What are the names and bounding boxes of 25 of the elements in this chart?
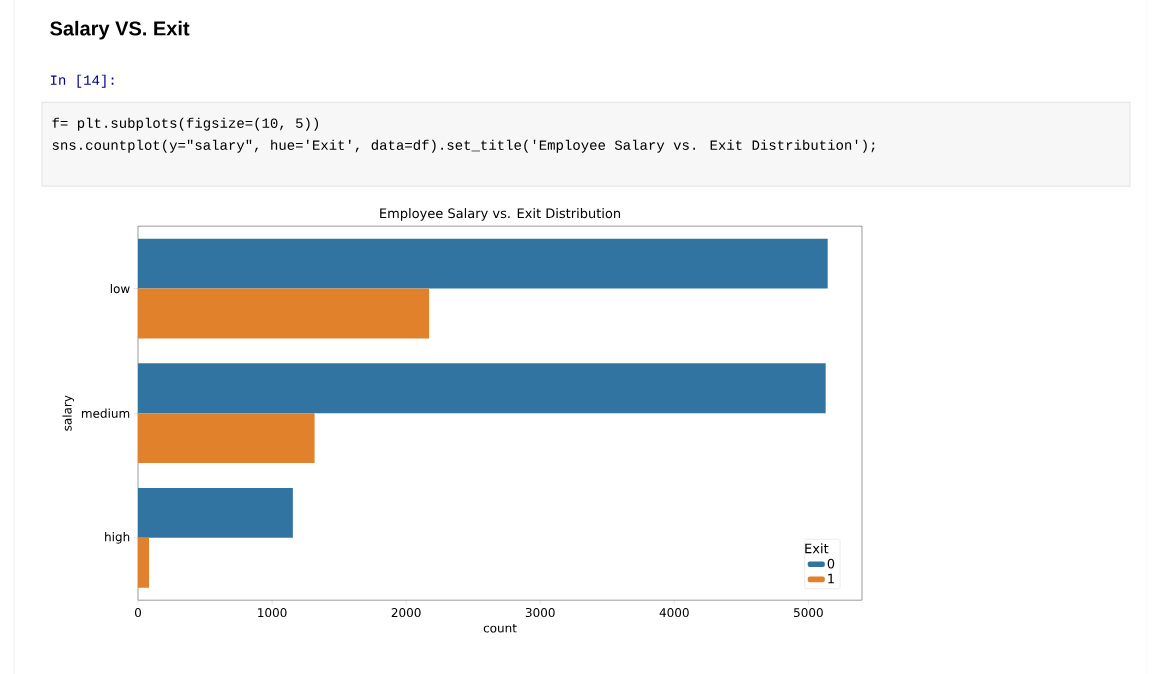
bar	[138, 363, 826, 414]
x-axis-title: count	[483, 623, 517, 633]
y-tick-label: low	[110, 283, 130, 293]
text: f= plt.subplots(figsize=(10, 5))	[52, 117, 318, 131]
bar	[138, 487, 293, 538]
chart-title: Employee Salary vs. Exit Distribution	[380, 207, 621, 221]
text: sns.countplot(y="salary", hue='Exit', data=df).set_title('Employee Salary vs. Exit Distribution');	[52, 139, 875, 153]
x-tick-label: 3000	[525, 607, 555, 617]
x-tick-label: 5000	[794, 607, 823, 617]
text: In [14]:	[50, 74, 114, 88]
bar	[138, 238, 828, 289]
bar	[138, 288, 430, 339]
y-tick-label: medium	[81, 408, 130, 418]
bar	[138, 537, 149, 588]
legend-title: Exit	[805, 543, 829, 553]
x-tick-label: 0	[134, 607, 142, 617]
x-tick-label: 1000	[258, 607, 287, 617]
legend-label: 1	[828, 573, 834, 584]
x-tick-label: 2000	[391, 607, 421, 617]
bar	[138, 413, 315, 463]
y-axis-title: salary	[62, 395, 75, 431]
text: Salary VS. Exit	[50, 20, 190, 40]
y-tick-label: high	[105, 531, 130, 544]
x-tick-label: 4000	[659, 607, 689, 617]
legend-label: 0	[827, 558, 835, 569]
